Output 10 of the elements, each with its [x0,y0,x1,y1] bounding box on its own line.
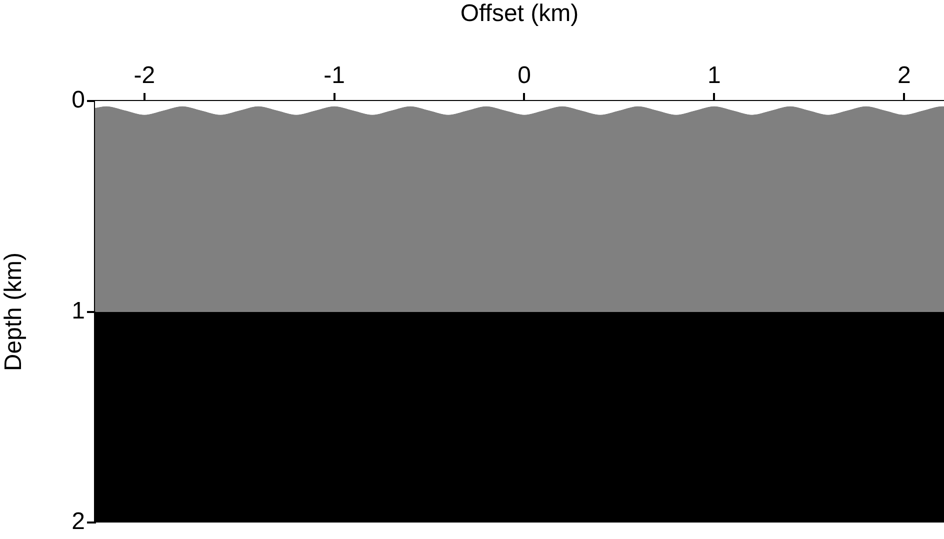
x-tick-label: 0 [518,62,531,90]
x-tick-label: -1 [324,62,345,90]
y-tick-label: 1 [72,297,85,324]
x-tick-label: 2 [897,62,911,90]
x-axis-title: Offset (km) [460,0,579,28]
y-tick-label: 0 [72,86,85,114]
y-tick-label: 2 [72,508,85,536]
x-tick-label: 1 [708,62,721,90]
y-axis-title: Depth (km) [0,252,28,372]
x-tick-label: -2 [134,62,156,90]
